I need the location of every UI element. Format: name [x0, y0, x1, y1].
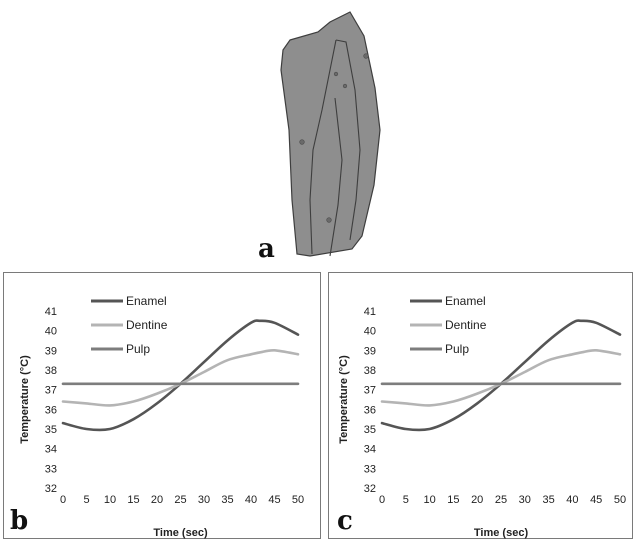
chart2-xtick-label: 20 [471, 494, 483, 506]
chart2-x-axis-title: Time (sec) [474, 527, 529, 539]
measurement-point-pulp [326, 217, 332, 223]
chart1-ytick-label: 39 [45, 345, 57, 357]
chart2-ytick-label: 34 [364, 444, 376, 456]
chart2-series-dentine-line [380, 348, 622, 407]
chart2-xtick-label: 50 [614, 494, 626, 506]
chart1-y-axis-title: Temperature (°C) [19, 355, 31, 444]
chart1-legend-pulp-label: Pulp [126, 342, 150, 356]
chart1-ytick-label: 33 [45, 463, 57, 475]
chart1-xtick-label: 35 [221, 494, 233, 506]
chart2-xtick-label: 0 [379, 494, 385, 506]
chart1-xtick-label: 5 [83, 494, 89, 506]
chart2-ytick-label: 33 [364, 463, 376, 475]
enamel-dentine-boundary [335, 39, 361, 241]
tooth-section-illustration [280, 11, 381, 257]
dentine-pulp-boundary [309, 39, 337, 255]
chart1-series-dentine-line [61, 348, 300, 407]
chart1-xtick-label: 10 [104, 494, 116, 506]
chart1-xtick-label: 50 [292, 494, 304, 506]
chart2-xtick-label: 15 [447, 494, 459, 506]
chart2-ytick-label: 35 [364, 424, 376, 436]
chart2-xtick-label: 40 [566, 494, 578, 506]
chart2-series-enamel-line [380, 319, 622, 432]
chart2-xtick-label: 45 [590, 494, 602, 506]
chart2-xtick-label: 35 [542, 494, 554, 506]
chart1-xtick-label: 45 [268, 494, 280, 506]
chart1-xtick-label: 0 [60, 494, 66, 506]
chart1-legend-enamel-label: Enamel [126, 294, 167, 308]
chart1-ytick-label: 41 [45, 306, 57, 318]
chart2-ytick-label: 36 [364, 404, 376, 416]
tooth-outline [280, 11, 381, 257]
chart2-ytick-label: 41 [364, 306, 376, 318]
chart2-ytick-label: 32 [364, 483, 376, 495]
panel-label-b: b [10, 506, 29, 536]
chart2-xtick-label: 25 [495, 494, 507, 506]
pulp-canal-boundary [329, 97, 343, 257]
chart2-xtick-label: 10 [423, 494, 435, 506]
chart2-ytick-label: 38 [364, 365, 376, 377]
chart1-ytick-label: 34 [45, 444, 57, 456]
chart2-ytick-label: 39 [364, 345, 376, 357]
chart2-ytick-label: 37 [364, 385, 376, 397]
measurement-point-dentine [299, 139, 305, 145]
panel-label-a: a [258, 234, 275, 264]
chart1-series-enamel-line [61, 319, 300, 432]
chart1-xtick-label: 30 [198, 494, 210, 506]
chart1-ytick-label: 37 [45, 385, 57, 397]
chart1-ytick-label: 32 [45, 483, 57, 495]
measurement-point-upper [333, 71, 339, 77]
chart1-ytick-label: 40 [45, 326, 57, 338]
chart1-xtick-label: 40 [245, 494, 257, 506]
chart1-ytick-label: 35 [45, 424, 57, 436]
chart1-ytick-label: 38 [45, 365, 57, 377]
chart2-legend-enamel-label: Enamel [445, 294, 486, 308]
chart1-legend-dentine-label: Dentine [126, 318, 168, 332]
chart2-legend-pulp-label: Pulp [445, 342, 469, 356]
chart2-legend-dentine-label: Dentine [445, 318, 487, 332]
measurement-point-upper-2 [342, 83, 348, 89]
panel-label-c: c [337, 506, 353, 536]
measurement-point-enamel [363, 53, 369, 59]
chart2-y-axis-title: Temperature (°C) [338, 355, 350, 444]
chart1-xtick-label: 20 [151, 494, 163, 506]
chart2-ytick-label: 40 [364, 326, 376, 338]
chart2-xtick-label: 30 [519, 494, 531, 506]
chart1-xtick-label: 25 [174, 494, 186, 506]
chart1-xtick-label: 15 [127, 494, 139, 506]
chart2-xtick-label: 5 [403, 494, 409, 506]
chart1-ytick-label: 36 [45, 404, 57, 416]
chart1-x-axis-title: Time (sec) [153, 527, 208, 539]
